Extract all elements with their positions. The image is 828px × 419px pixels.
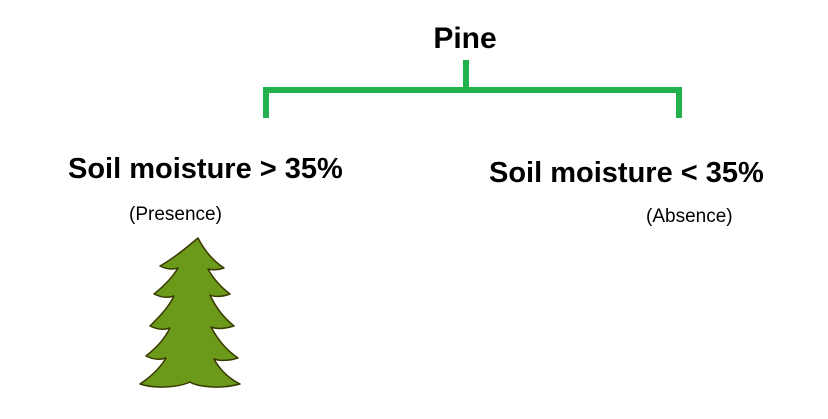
pine-tree-shape <box>139 237 241 388</box>
branch-left-condition: Soil moisture > 35% <box>68 153 343 185</box>
branch-right-outcome: (Absence) <box>646 206 733 227</box>
bracket-lines <box>263 60 682 118</box>
branch-right-condition: Soil moisture < 35% <box>489 157 764 189</box>
branch-left-outcome: (Presence) <box>129 204 222 225</box>
root-node-label: Pine <box>433 22 497 55</box>
pine-tree-icon <box>139 237 241 388</box>
